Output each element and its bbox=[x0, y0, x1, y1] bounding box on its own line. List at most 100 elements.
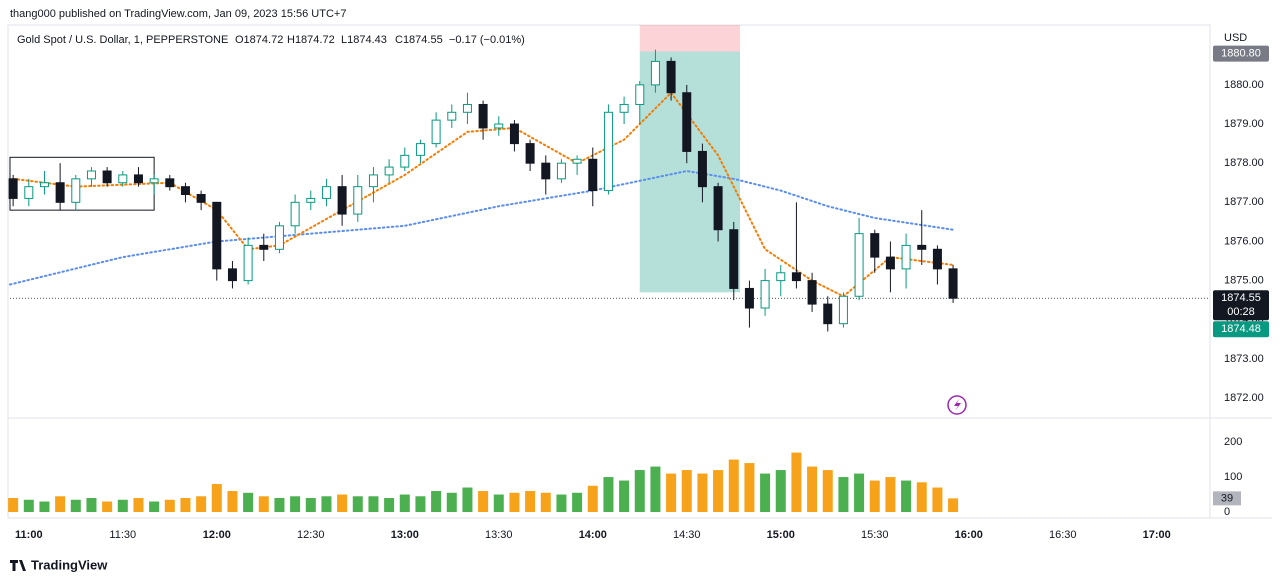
x-tick-label: 14:30 bbox=[673, 529, 701, 541]
candle-body bbox=[588, 158, 598, 192]
candle-body bbox=[447, 111, 457, 121]
candle-body bbox=[384, 166, 394, 176]
candle-body bbox=[572, 158, 582, 164]
candle-body bbox=[149, 178, 159, 184]
volume-bar bbox=[713, 470, 724, 512]
price-tag-label: 1874.55 bbox=[1221, 292, 1261, 304]
volume-bar bbox=[540, 492, 551, 512]
volume-bar bbox=[869, 480, 880, 512]
volume-bar bbox=[697, 473, 708, 512]
volume-bar bbox=[948, 498, 959, 512]
x-tick-label: 14:00 bbox=[579, 529, 607, 541]
range-box bbox=[9, 156, 155, 211]
volume-bar bbox=[55, 496, 66, 512]
price-tag bbox=[1213, 290, 1269, 321]
lightning-icon[interactable] bbox=[947, 395, 967, 415]
candle-body bbox=[196, 193, 206, 203]
volume-bar bbox=[681, 470, 692, 512]
candle-body bbox=[823, 303, 833, 325]
symbol: Gold Spot / U.S. Dollar, 1, PEPPERSTONE bbox=[17, 34, 228, 46]
volume-bar bbox=[415, 496, 426, 512]
candle-body bbox=[227, 268, 237, 282]
countdown: 00:28 bbox=[1227, 306, 1255, 318]
volume-bar bbox=[775, 470, 786, 512]
candle-body bbox=[353, 186, 363, 215]
price-tag-label: 1874.48 bbox=[1221, 323, 1261, 335]
logo bbox=[10, 560, 26, 571]
candle-body bbox=[274, 225, 284, 250]
volume-tag bbox=[1213, 491, 1241, 506]
x-tick-label: 13:00 bbox=[391, 529, 419, 541]
volume-bar bbox=[603, 477, 614, 512]
volume-bar bbox=[133, 498, 144, 512]
volume-bar bbox=[462, 487, 473, 512]
price-tag bbox=[1213, 45, 1269, 62]
candle-body bbox=[212, 201, 222, 270]
y-tick-label: 1873.00 bbox=[1224, 353, 1264, 365]
candle-body bbox=[337, 186, 347, 215]
y-tick-label: 1875.00 bbox=[1224, 275, 1264, 287]
candle-body bbox=[243, 244, 253, 282]
volume-bar bbox=[509, 492, 520, 512]
volume-bar bbox=[650, 466, 661, 512]
volume-bar bbox=[23, 499, 34, 512]
volume-bar bbox=[305, 498, 316, 512]
x-tick-label: 17:00 bbox=[1143, 529, 1171, 541]
volume-bar bbox=[384, 498, 395, 512]
y-tick-label: 1877.00 bbox=[1224, 196, 1264, 208]
volume-tick-label: 0 bbox=[1224, 506, 1230, 518]
volume-bar bbox=[149, 501, 160, 512]
ohlc-high: H1874.72 bbox=[287, 34, 335, 46]
candle-body bbox=[917, 244, 927, 250]
candle-body bbox=[776, 272, 786, 282]
volume-bar bbox=[760, 473, 771, 512]
volume-bar bbox=[446, 492, 457, 512]
volume-bar bbox=[196, 496, 207, 512]
volume-bar bbox=[838, 477, 849, 512]
volume-bar bbox=[352, 496, 363, 512]
candle-body bbox=[682, 92, 692, 152]
volume-bar bbox=[321, 496, 332, 512]
volume-bar bbox=[180, 498, 191, 512]
candle-body bbox=[901, 244, 911, 270]
volume-bar bbox=[102, 501, 113, 512]
volume-bar bbox=[932, 487, 943, 512]
candle-body bbox=[541, 162, 551, 180]
candle-body bbox=[603, 111, 613, 192]
candle-body bbox=[24, 186, 34, 199]
x-tick-label: 13:30 bbox=[485, 529, 513, 541]
candle-body bbox=[509, 123, 519, 145]
x-tick-label: 15:30 bbox=[861, 529, 889, 541]
candle-body bbox=[180, 186, 190, 195]
volume-bar bbox=[822, 470, 833, 512]
x-tick-label: 11:30 bbox=[109, 529, 136, 541]
candle-body bbox=[165, 178, 175, 188]
volume-bar bbox=[258, 496, 269, 512]
volume-bar bbox=[525, 491, 536, 512]
candle-body bbox=[650, 60, 660, 86]
volume-tick-label: 200 bbox=[1224, 436, 1242, 448]
candle-body bbox=[86, 170, 96, 180]
candle-body bbox=[948, 268, 958, 299]
candle-body bbox=[666, 60, 676, 94]
volume-bar bbox=[791, 452, 802, 512]
candle-body bbox=[368, 174, 378, 188]
candle-body bbox=[854, 233, 864, 297]
candle-body bbox=[55, 182, 65, 203]
ohlc-close: C1874.55 bbox=[395, 34, 443, 46]
volume-bar bbox=[211, 484, 222, 512]
candle-body bbox=[713, 186, 723, 231]
volume-bar bbox=[8, 498, 19, 512]
volume-bar bbox=[368, 496, 379, 512]
volume-bar bbox=[916, 482, 927, 512]
candle-body bbox=[556, 162, 566, 180]
volume-bar bbox=[885, 477, 896, 512]
volume-bar bbox=[39, 501, 50, 512]
y-tick-label: 1880.00 bbox=[1224, 79, 1264, 91]
price-tag bbox=[1213, 321, 1269, 338]
volume-bar bbox=[587, 485, 598, 512]
y-tick-label: 1872.00 bbox=[1224, 392, 1264, 404]
publish-info: thang000 published on TradingView.com, J… bbox=[10, 8, 346, 20]
